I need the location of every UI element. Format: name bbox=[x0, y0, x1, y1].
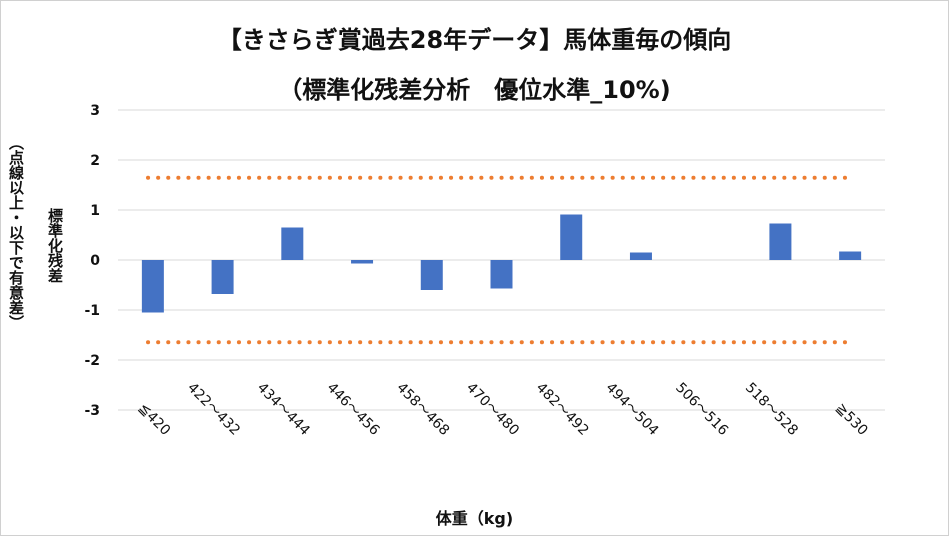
y-tick-label: 1 bbox=[90, 203, 100, 219]
bar-9 bbox=[769, 223, 792, 260]
bar-10 bbox=[839, 251, 862, 260]
y-tick-label: 2 bbox=[90, 153, 100, 169]
x-tick-label: 494～504 bbox=[602, 380, 661, 439]
bar-7 bbox=[629, 252, 652, 260]
x-tick-label: 470～480 bbox=[463, 380, 522, 439]
x-tick-label: 434～444 bbox=[254, 380, 313, 439]
x-tick-label: 458～468 bbox=[393, 380, 452, 439]
y-tick-label: 0 bbox=[90, 253, 100, 269]
x-tick-label: ≦420 bbox=[135, 400, 174, 439]
bar-0 bbox=[141, 260, 164, 313]
y-tick-label: -2 bbox=[84, 353, 100, 369]
y-tick-label: 3 bbox=[90, 103, 100, 119]
bar-4 bbox=[420, 260, 443, 290]
y-tick-labels: 3 2 1 0 -1 -2 -3 bbox=[84, 103, 100, 419]
x-tick-labels: ≦420 422～432 434～444 446～456 458～468 470～480 4… bbox=[135, 380, 871, 439]
x-tick-label: 506～516 bbox=[672, 380, 731, 439]
x-tick-label: 482～492 bbox=[533, 380, 592, 439]
grid-lines bbox=[118, 109, 885, 411]
bar-1 bbox=[211, 260, 234, 294]
x-tick-label: 446～456 bbox=[324, 380, 383, 439]
y-axis-label: 標準化残差 bbox=[46, 208, 64, 283]
bar-5 bbox=[490, 260, 513, 289]
y-axis-note: （点線以上・以下で有意差） bbox=[7, 135, 25, 330]
bar-6 bbox=[560, 214, 583, 260]
chart-title: 【きさらぎ賞過去28年データ】馬体重毎の傾向 bbox=[217, 26, 732, 54]
y-tick-label: -3 bbox=[84, 403, 100, 419]
bars bbox=[141, 214, 862, 313]
x-axis-label: 体重（kg) bbox=[435, 509, 514, 528]
chart-subtitle: （標準化残差分析 優位水準_10%) bbox=[278, 76, 671, 104]
bar-2 bbox=[281, 227, 304, 260]
bar-3 bbox=[351, 260, 374, 264]
y-tick-label: -1 bbox=[84, 303, 100, 319]
x-tick-label: ≧530 bbox=[832, 400, 871, 439]
x-tick-label: 518～528 bbox=[742, 380, 801, 439]
x-tick-label: 422～432 bbox=[184, 380, 243, 439]
